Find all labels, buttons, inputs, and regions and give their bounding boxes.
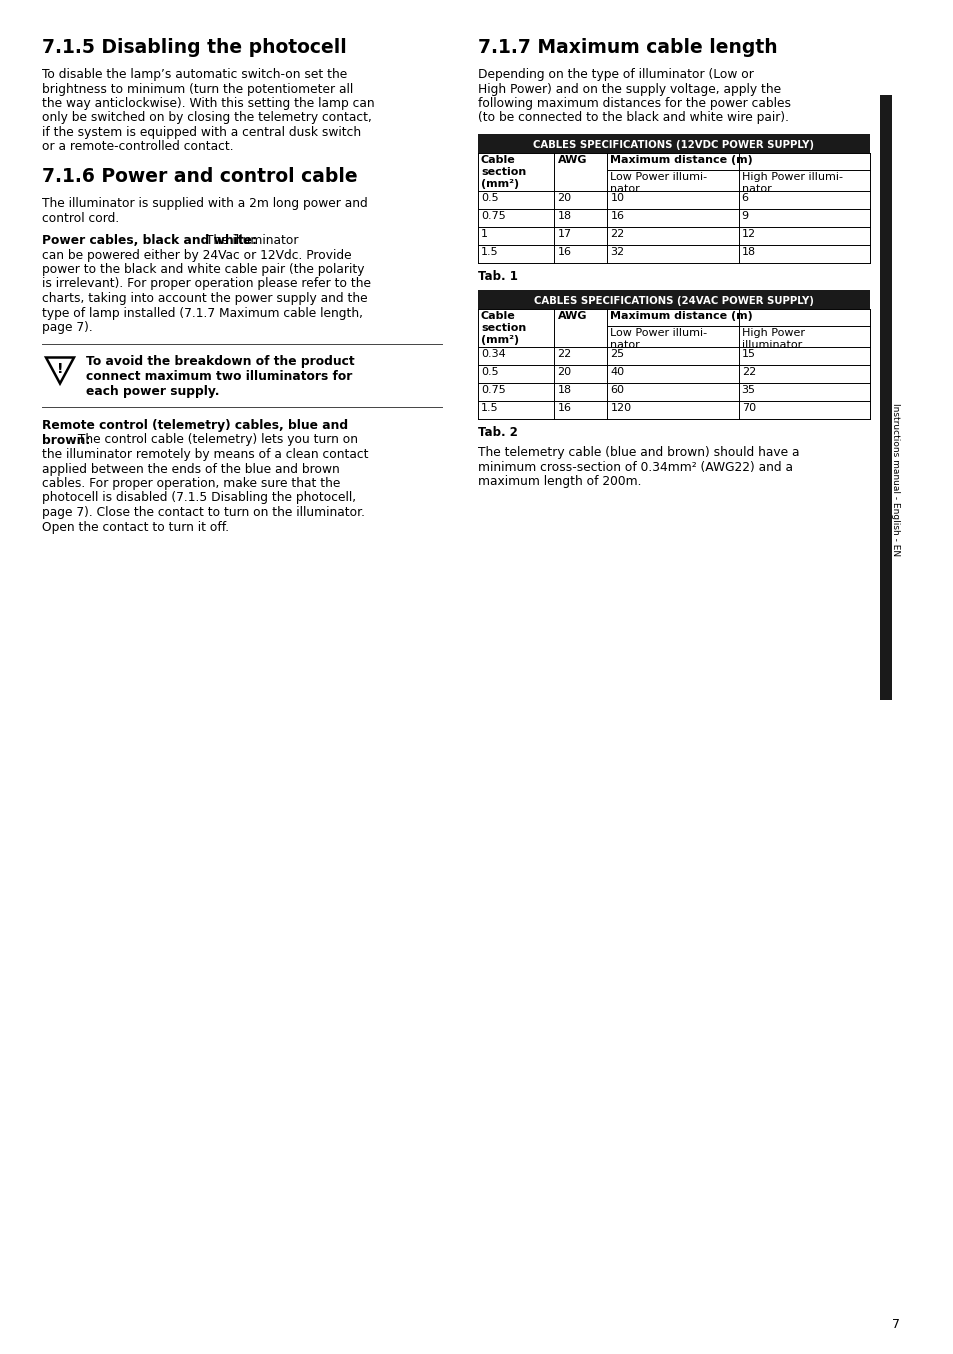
Text: Low Power illumi-
nator: Low Power illumi- nator — [610, 328, 707, 349]
Text: 18: 18 — [557, 211, 571, 221]
Text: 16: 16 — [610, 211, 623, 221]
Text: photocell is disabled (7.1.5 Disabling the photocell,: photocell is disabled (7.1.5 Disabling t… — [42, 492, 355, 505]
Text: Low Power illumi-
nator: Low Power illumi- nator — [610, 172, 707, 194]
Text: Maximum distance (m): Maximum distance (m) — [610, 154, 752, 165]
Text: 1.5: 1.5 — [480, 246, 498, 257]
Text: 18: 18 — [557, 385, 571, 395]
Text: only be switched on by closing the telemetry contact,: only be switched on by closing the telem… — [42, 111, 372, 125]
Text: 16: 16 — [557, 403, 571, 413]
Text: 32: 32 — [610, 246, 624, 257]
Text: charts, taking into account the power supply and the: charts, taking into account the power su… — [42, 292, 367, 305]
Text: maximum length of 200m.: maximum length of 200m. — [477, 475, 640, 487]
Text: the illuminator remotely by means of a clean contact: the illuminator remotely by means of a c… — [42, 448, 368, 460]
Text: The illuminator: The illuminator — [202, 234, 298, 246]
Text: Tab. 1: Tab. 1 — [477, 269, 517, 283]
Text: each power supply.: each power supply. — [86, 385, 219, 398]
Text: 22: 22 — [610, 229, 624, 240]
Text: CABLES SPECIFICATIONS (24VAC POWER SUPPLY): CABLES SPECIFICATIONS (24VAC POWER SUPPL… — [534, 295, 813, 306]
Text: 7: 7 — [891, 1319, 899, 1331]
Text: 20: 20 — [557, 367, 571, 376]
Text: minimum cross-section of 0.34mm² (AWG22) and a: minimum cross-section of 0.34mm² (AWG22)… — [477, 460, 792, 474]
Text: 7.1.6 Power and control cable: 7.1.6 Power and control cable — [42, 167, 357, 185]
Text: 60: 60 — [610, 385, 623, 395]
Text: Cable
section
(mm²): Cable section (mm²) — [480, 154, 526, 190]
Text: applied between the ends of the blue and brown: applied between the ends of the blue and… — [42, 463, 339, 475]
Text: 16: 16 — [557, 246, 571, 257]
Text: the way anticlockwise). With this setting the lamp can: the way anticlockwise). With this settin… — [42, 97, 375, 110]
Text: AWG: AWG — [557, 154, 586, 165]
Text: Tab. 2: Tab. 2 — [477, 427, 517, 439]
Text: 35: 35 — [740, 385, 755, 395]
Text: !: ! — [56, 363, 63, 376]
Text: 120: 120 — [610, 403, 631, 413]
Text: 0.5: 0.5 — [480, 194, 498, 203]
Text: brightness to minimum (turn the potentiometer all: brightness to minimum (turn the potentio… — [42, 83, 353, 96]
Text: The control cable (telemetry) lets you turn on: The control cable (telemetry) lets you t… — [74, 433, 357, 447]
Text: control cord.: control cord. — [42, 211, 119, 225]
Text: (to be connected to the black and white wire pair).: (to be connected to the black and white … — [477, 111, 788, 125]
Text: power to the black and white cable pair (the polarity: power to the black and white cable pair … — [42, 263, 364, 276]
Bar — [477, 290, 869, 309]
Text: High Power
illuminator: High Power illuminator — [740, 328, 803, 349]
Text: 0.75: 0.75 — [480, 211, 505, 221]
Text: Depending on the type of illuminator (Low or: Depending on the type of illuminator (Lo… — [477, 68, 753, 81]
Text: 17: 17 — [557, 229, 571, 240]
Text: 0.34: 0.34 — [480, 349, 505, 359]
Text: 0.5: 0.5 — [480, 367, 498, 376]
Bar — [477, 134, 869, 153]
Text: CABLES SPECIFICATIONS (12VDC POWER SUPPLY): CABLES SPECIFICATIONS (12VDC POWER SUPPL… — [533, 139, 814, 149]
Text: page 7).: page 7). — [42, 321, 92, 334]
Text: 1: 1 — [480, 229, 488, 240]
Text: Cable
section
(mm²): Cable section (mm²) — [480, 311, 526, 345]
Text: The telemetry cable (blue and brown) should have a: The telemetry cable (blue and brown) sho… — [477, 445, 799, 459]
Bar — [477, 153, 869, 191]
Text: type of lamp installed (7.1.7 Maximum cable length,: type of lamp installed (7.1.7 Maximum ca… — [42, 306, 363, 320]
Text: 18: 18 — [740, 246, 755, 257]
Text: 7.1.7 Maximum cable length: 7.1.7 Maximum cable length — [477, 38, 777, 57]
Text: AWG: AWG — [557, 311, 586, 321]
Text: cables. For proper operation, make sure that the: cables. For proper operation, make sure … — [42, 477, 340, 490]
Text: 9: 9 — [740, 211, 748, 221]
Text: or a remote-controlled contact.: or a remote-controlled contact. — [42, 141, 233, 153]
Text: Open the contact to turn it off.: Open the contact to turn it off. — [42, 520, 229, 533]
Text: 7.1.5 Disabling the photocell: 7.1.5 Disabling the photocell — [42, 38, 346, 57]
Text: To disable the lamp’s automatic switch-on set the: To disable the lamp’s automatic switch-o… — [42, 68, 347, 81]
Text: Remote control (telemetry) cables, blue and: Remote control (telemetry) cables, blue … — [42, 418, 348, 432]
Text: 25: 25 — [610, 349, 624, 359]
Text: 22: 22 — [740, 367, 755, 376]
Text: is irrelevant). For proper operation please refer to the: is irrelevant). For proper operation ple… — [42, 278, 371, 291]
Text: Power cables, black and white:: Power cables, black and white: — [42, 234, 256, 246]
Text: 22: 22 — [557, 349, 571, 359]
Text: page 7). Close the contact to turn on the illuminator.: page 7). Close the contact to turn on th… — [42, 506, 365, 519]
Text: 15: 15 — [740, 349, 755, 359]
Text: 12: 12 — [740, 229, 755, 240]
Text: To avoid the breakdown of the product: To avoid the breakdown of the product — [86, 356, 355, 368]
Text: following maximum distances for the power cables: following maximum distances for the powe… — [477, 97, 790, 110]
Text: Maximum distance (m): Maximum distance (m) — [610, 311, 752, 321]
Text: brown:: brown: — [42, 433, 91, 447]
Text: High Power illumi-
nator: High Power illumi- nator — [740, 172, 841, 194]
Text: 40: 40 — [610, 367, 624, 376]
Text: Instructions manual - English - EN: Instructions manual - English - EN — [890, 403, 900, 556]
Text: if the system is equipped with a central dusk switch: if the system is equipped with a central… — [42, 126, 361, 139]
Bar — [879, 95, 891, 700]
Text: 0.75: 0.75 — [480, 385, 505, 395]
Text: can be powered either by 24Vac or 12Vdc. Provide: can be powered either by 24Vac or 12Vdc.… — [42, 249, 352, 261]
Text: 10: 10 — [610, 194, 623, 203]
Bar — [477, 309, 869, 347]
Text: 20: 20 — [557, 194, 571, 203]
Text: 70: 70 — [740, 403, 755, 413]
Text: 1.5: 1.5 — [480, 403, 498, 413]
Text: connect maximum two illuminators for: connect maximum two illuminators for — [86, 370, 352, 383]
Text: The illuminator is supplied with a 2m long power and: The illuminator is supplied with a 2m lo… — [42, 196, 367, 210]
Text: High Power) and on the supply voltage, apply the: High Power) and on the supply voltage, a… — [477, 83, 781, 96]
Text: 6: 6 — [740, 194, 748, 203]
